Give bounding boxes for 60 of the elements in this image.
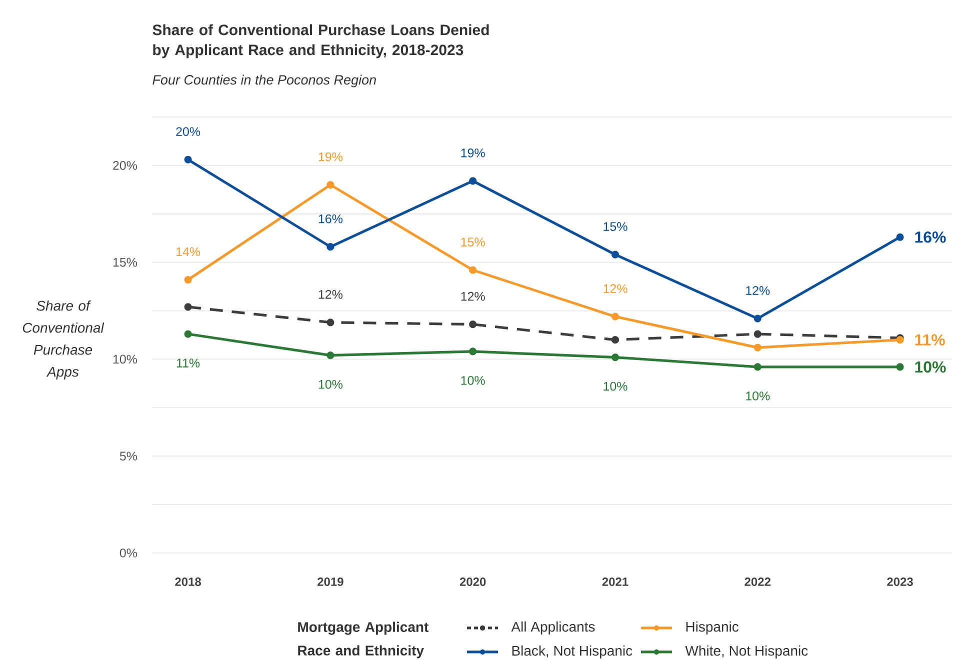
legend-label: Hispanic: [686, 621, 739, 635]
point: [469, 177, 477, 185]
data-label: 11%: [176, 358, 200, 368]
point: [896, 363, 904, 371]
point: [754, 363, 762, 371]
x-tick-label: 2022: [744, 578, 770, 586]
data-label: 11%: [915, 334, 945, 346]
point: [611, 353, 620, 362]
data-label: 10%: [915, 361, 946, 373]
y-tick-label: 15%: [113, 258, 138, 267]
point: [469, 348, 477, 356]
point: [469, 320, 477, 328]
data-label: 12%: [318, 290, 342, 299]
y-tick-label: 10%: [113, 354, 138, 364]
y-axis-title: Share of Conventional Purchase Apps: [22, 300, 104, 380]
chart-subtitle: Four Counties in the Poconos Region: [152, 74, 376, 88]
data-label: 16%: [915, 231, 946, 243]
legend-title: Mortgage Applicant Race and Ethnicity: [298, 622, 428, 658]
x-tick-label: 2023: [887, 578, 913, 586]
point: [326, 318, 334, 326]
point: [611, 336, 620, 344]
x-tick-label: 2019: [318, 578, 344, 586]
data-label: 16%: [318, 214, 342, 224]
point: [326, 352, 334, 360]
y-tick-label: 20%: [113, 161, 138, 170]
data-label: 12%: [604, 284, 628, 293]
data-label: 10%: [461, 376, 485, 385]
point: [754, 344, 762, 352]
point: [469, 266, 477, 274]
data-label: 12%: [461, 292, 485, 301]
data-label: 19%: [461, 148, 485, 158]
legend-label: All Applicants: [511, 621, 595, 635]
data-label: 15%: [604, 222, 628, 231]
point: [754, 314, 762, 322]
point: [896, 233, 904, 241]
data-label: 14%: [176, 247, 200, 256]
point: [184, 276, 192, 284]
data-label: 10%: [318, 380, 342, 389]
x-tick-label: 2021: [602, 578, 628, 586]
data-label: 10%: [746, 392, 770, 400]
legend-label: Black, Not Hispanic: [512, 645, 632, 659]
point: [184, 156, 192, 164]
point: [326, 181, 334, 189]
point: [184, 330, 192, 338]
x-tick-label: 2018: [175, 578, 202, 586]
y-tick-label: 5%: [120, 452, 138, 460]
point: [611, 312, 620, 320]
data-label: 20%: [176, 127, 200, 136]
y-tick-label: 0%: [120, 548, 138, 558]
data-label: 15%: [461, 238, 485, 246]
point: [754, 330, 762, 338]
legend-label: White, Not Hispanic: [685, 645, 808, 659]
point: [611, 250, 620, 258]
point: [184, 303, 192, 311]
data-label: 19%: [318, 152, 342, 162]
data-label: 12%: [746, 286, 770, 295]
data-label: 10%: [604, 382, 628, 391]
point: [326, 243, 334, 251]
chart-title: Share of Conventional Purchase Loans Denied by Applicant Race and Ethnicity, 2018-2023: [152, 24, 489, 58]
x-tick-label: 2020: [460, 578, 486, 586]
